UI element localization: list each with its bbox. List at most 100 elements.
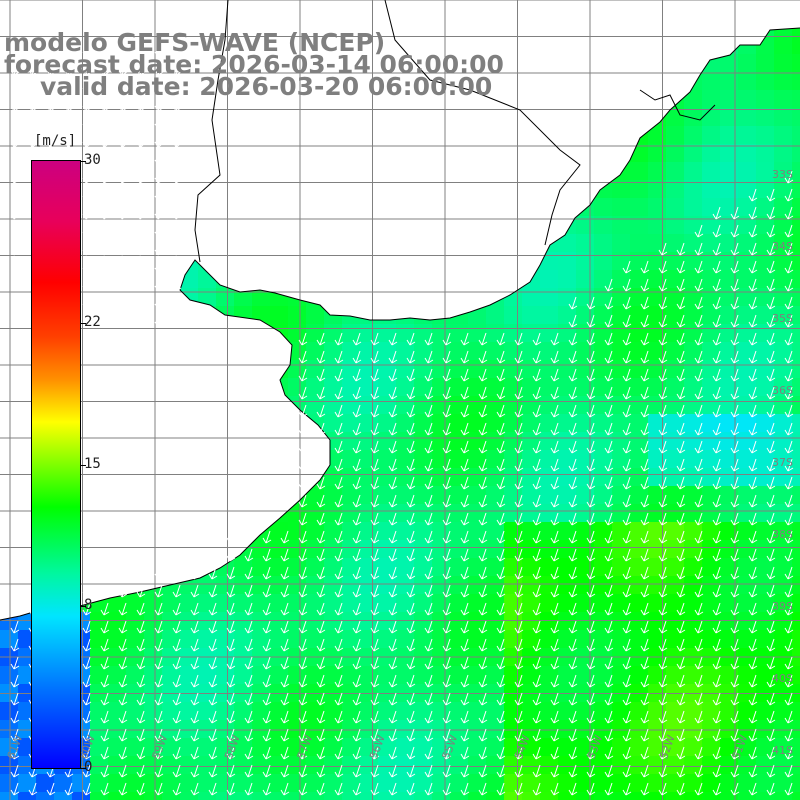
wind-arrow: [604, 692, 614, 706]
wind-arrow: [244, 566, 254, 580]
speed-cell: [486, 558, 505, 577]
wind-arrow: [622, 602, 632, 616]
wind-arrow: [388, 566, 398, 580]
wind-arrow: [712, 566, 722, 580]
wind-arrow: [658, 350, 668, 364]
wind-arrow: [622, 692, 632, 706]
wind-arrow: [730, 656, 740, 670]
speed-cell: [792, 126, 800, 145]
wind-arrow: [46, 134, 56, 148]
speed-cell: [594, 558, 613, 577]
speed-cell: [738, 108, 757, 127]
speed-cell: [720, 288, 739, 307]
wind-arrow: [676, 692, 686, 706]
wind-arrow: [244, 728, 254, 742]
speed-cell: [198, 288, 217, 307]
speed-cell: [630, 738, 649, 757]
speed-cell: [360, 774, 379, 793]
wind-arrow: [442, 548, 452, 562]
speed-cell: [756, 468, 775, 487]
speed-cell: [774, 540, 793, 559]
speed-cell: [774, 36, 793, 55]
lat-label: 34S: [772, 240, 793, 253]
wind-arrow: [226, 728, 236, 742]
wind-arrow: [568, 386, 578, 400]
wind-arrow: [118, 224, 128, 238]
speed-cell: [792, 558, 800, 577]
speed-cell: [162, 792, 181, 800]
wind-arrow: [532, 674, 542, 688]
speed-cell: [414, 468, 433, 487]
wind-arrow: [460, 692, 470, 706]
wind-arrow: [496, 692, 506, 706]
speed-cell: [342, 378, 361, 397]
wind-arrow: [658, 404, 668, 418]
wind-arrow: [172, 692, 182, 706]
wind-arrow: [478, 584, 488, 598]
speed-cell: [288, 306, 307, 325]
wind-arrow: [784, 224, 794, 238]
speed-cell: [270, 558, 289, 577]
speed-cell: [450, 504, 469, 523]
wind-arrow: [208, 566, 218, 580]
speed-cell: [378, 612, 397, 631]
wind-arrow: [118, 710, 128, 724]
wind-arrow: [10, 80, 20, 94]
speed-cell: [270, 702, 289, 721]
speed-cell: [684, 522, 703, 541]
speed-cell: [720, 504, 739, 523]
wind-arrow: [388, 476, 398, 490]
speed-cell: [324, 792, 343, 800]
wind-arrow: [604, 476, 614, 490]
speed-cell: [72, 774, 91, 793]
speed-cell: [414, 522, 433, 541]
wind-arrow: [658, 368, 668, 382]
speed-cell: [216, 612, 235, 631]
speed-cell: [630, 342, 649, 361]
speed-cell: [522, 378, 541, 397]
wind-arrow: [298, 368, 308, 382]
speed-cell: [594, 522, 613, 541]
speed-cell: [702, 414, 721, 433]
speed-cell: [468, 342, 487, 361]
speed-cell: [90, 666, 109, 685]
wind-arrow: [676, 296, 686, 310]
wind-arrow: [712, 494, 722, 508]
wind-arrow: [226, 548, 236, 562]
speed-cell: [486, 576, 505, 595]
wind-arrow: [352, 476, 362, 490]
speed-cell: [216, 576, 235, 595]
wind-arrow: [586, 332, 596, 346]
wind-arrow: [154, 116, 164, 130]
speed-cell: [126, 756, 145, 775]
speed-cell: [756, 576, 775, 595]
speed-cell: [126, 666, 145, 685]
wind-arrow: [208, 692, 218, 706]
lat-label: 33S: [772, 168, 793, 181]
wind-arrow: [388, 584, 398, 598]
speed-cell: [540, 540, 559, 559]
speed-cell: [684, 792, 703, 800]
wind-arrow: [460, 404, 470, 418]
speed-cell: [666, 288, 685, 307]
speed-cell: [360, 558, 379, 577]
speed-cell: [522, 774, 541, 793]
wind-arrow: [496, 530, 506, 544]
speed-cell: [360, 450, 379, 469]
wind-arrow: [10, 674, 20, 688]
speed-cell: [234, 630, 253, 649]
wind-arrow: [676, 494, 686, 508]
wind-arrow: [586, 368, 596, 382]
speed-cell: [648, 594, 667, 613]
wind-arrow: [100, 188, 110, 202]
speed-cell: [522, 450, 541, 469]
wind-arrow: [352, 656, 362, 670]
speed-cell: [792, 144, 800, 163]
speed-cell: [144, 630, 163, 649]
speed-cell: [360, 396, 379, 415]
wind-arrow: [280, 656, 290, 670]
wind-arrow: [748, 296, 758, 310]
speed-cell: [720, 108, 739, 127]
wind-arrow: [334, 548, 344, 562]
wind-arrow: [244, 602, 254, 616]
